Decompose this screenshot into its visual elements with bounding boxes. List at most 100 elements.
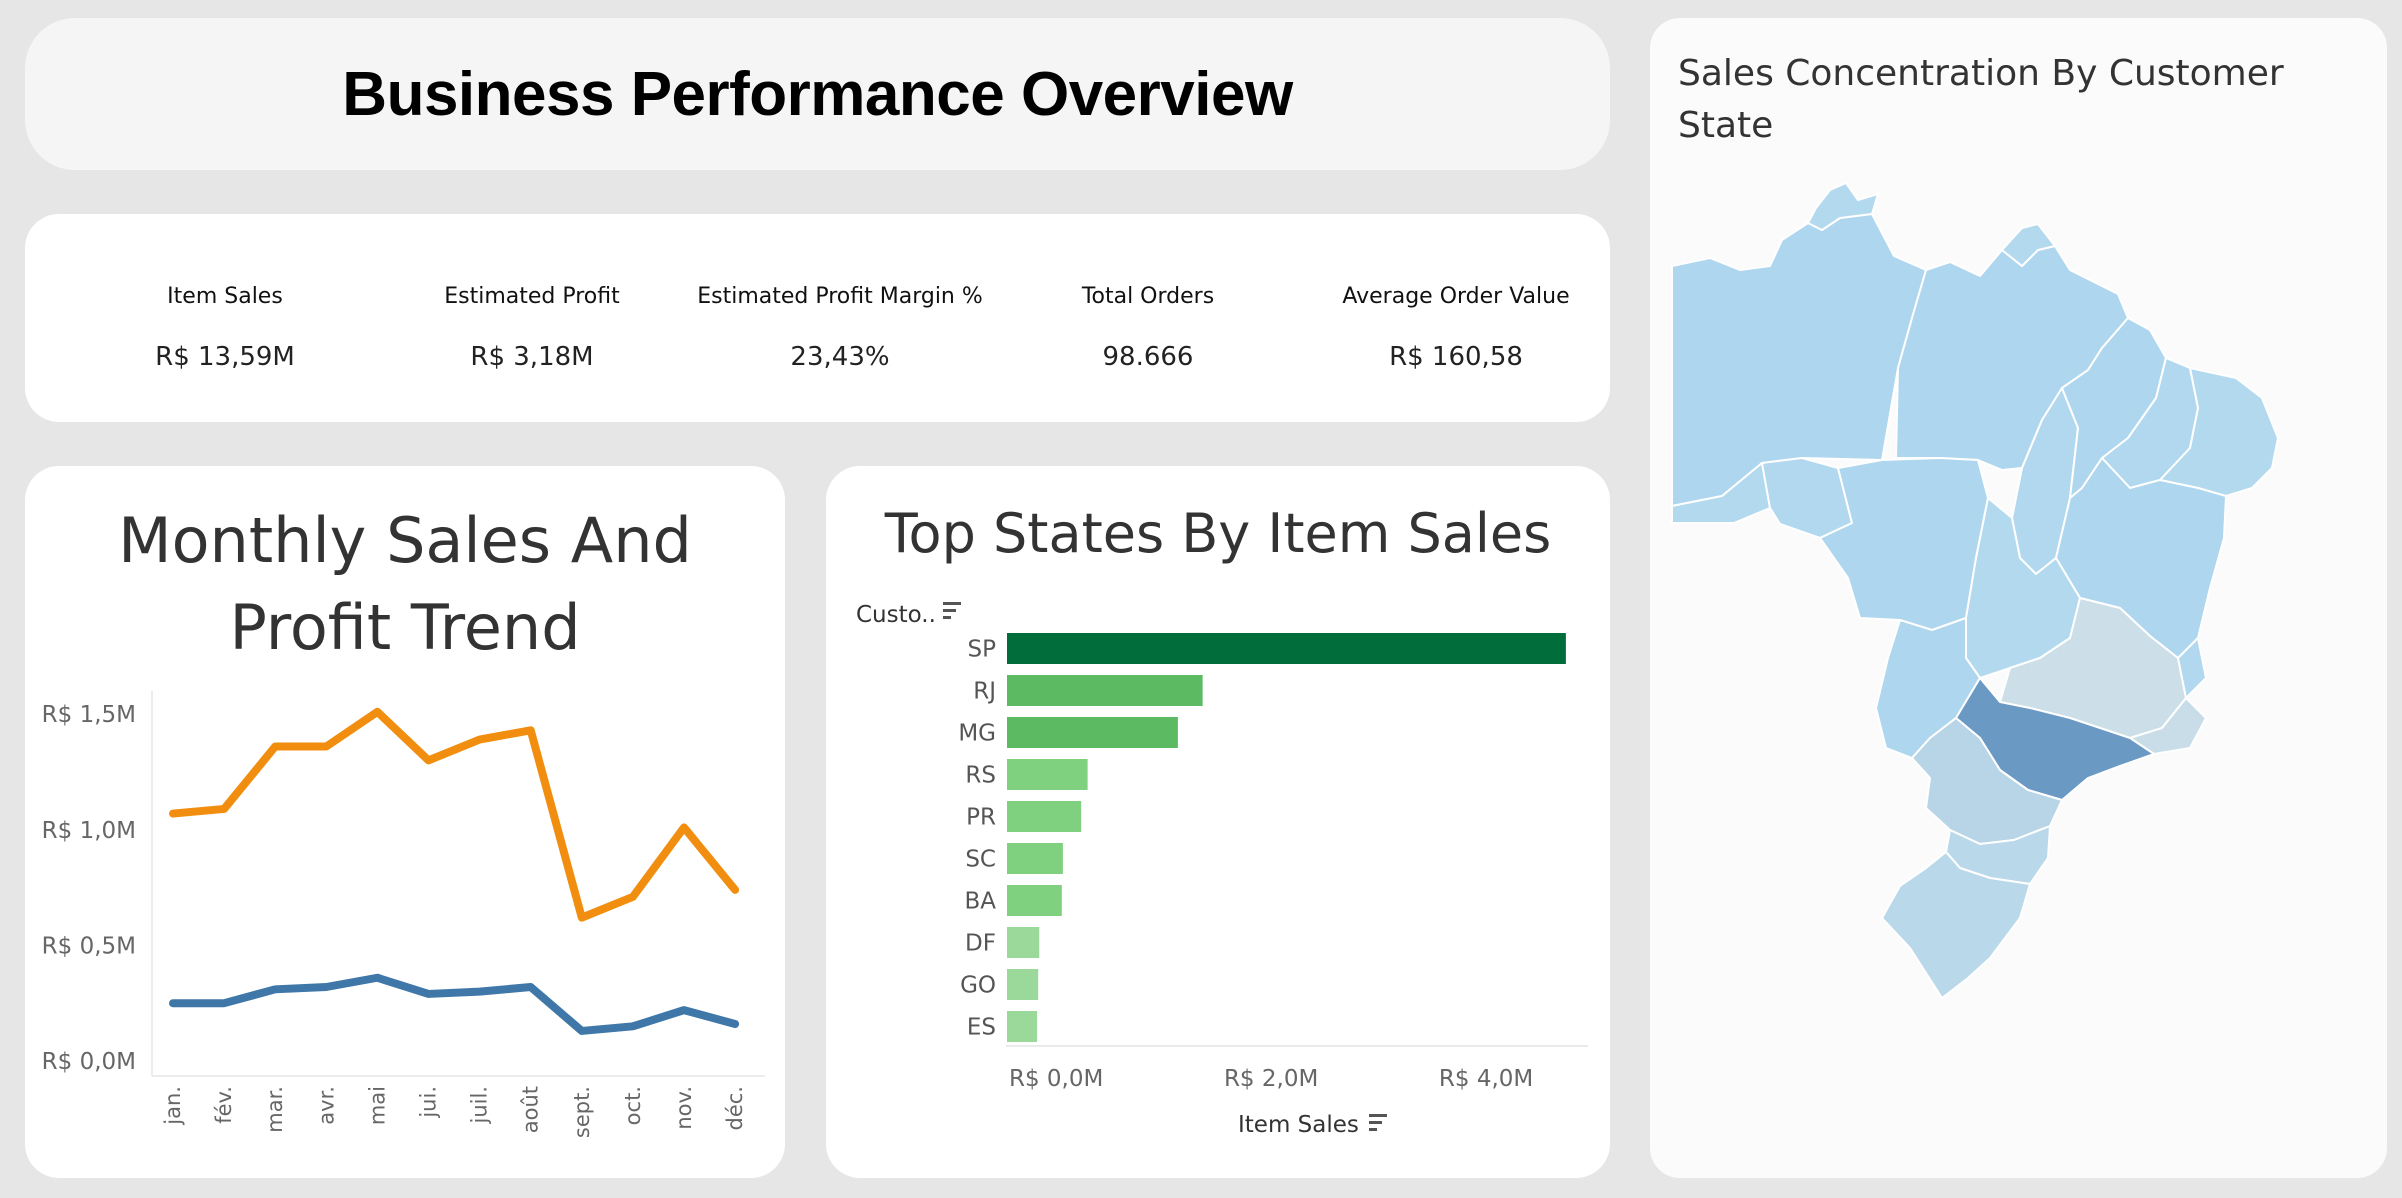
kpi-total-orders[interactable]: Total Orders 98.666	[993, 214, 1303, 422]
profit-line-point[interactable]	[682, 1008, 686, 1013]
kpi-label: Total Orders	[1081, 284, 1215, 309]
profit-line-point[interactable]	[528, 985, 533, 989]
bar-df[interactable]	[1007, 927, 1040, 958]
state-region-rr[interactable]	[1807, 182, 1879, 231]
kpi-label: Item Sales	[167, 284, 283, 309]
dashboard-title: Business Performance Overview	[342, 59, 1293, 129]
kpi-item-sales[interactable]: Item Sales R$ 13,59M	[70, 214, 380, 422]
bar-category-label[interactable]: RS	[965, 763, 996, 789]
bar-rj[interactable]	[1007, 675, 1203, 706]
monthly-trend-card: Monthly Sales And Profit Trend R$ 0,0M R$…	[25, 466, 785, 1178]
line-chart-title-line1: Monthly Sales And	[118, 504, 692, 577]
state-region-mt[interactable]	[1819, 457, 1989, 631]
profit-line-point[interactable]	[630, 1024, 635, 1029]
state-region-rs[interactable]	[1881, 851, 2031, 999]
bar-category-label[interactable]: BA	[964, 889, 996, 915]
x-tick-label: oct.	[621, 1086, 645, 1125]
bar-chart-plot[interactable]: Custo.. SP RJ MG RS PR SC BA DF GO ES R$ 0,0M R$ 2…	[826, 466, 1610, 1178]
profit-line-point[interactable]	[375, 975, 380, 980]
kpi-value: R$ 160,58	[1389, 342, 1523, 372]
top-states-card: Top States By Item Sales Custo.. SP RJ MG R…	[826, 466, 1610, 1178]
profit-line-point[interactable]	[324, 985, 329, 989]
bar-category-label[interactable]: SC	[965, 847, 996, 873]
sort-icon[interactable]	[943, 602, 961, 619]
bar-rs[interactable]	[1007, 759, 1088, 790]
map-card: Sales Concentration By Customer State	[1650, 18, 2387, 1178]
bar-pr[interactable]	[1007, 801, 1082, 832]
bar-es[interactable]	[1007, 1011, 1038, 1042]
sales-line-point[interactable]	[630, 894, 635, 899]
dashboard-title-card: Business Performance Overview	[25, 18, 1610, 170]
profit-line-point[interactable]	[222, 1001, 227, 1006]
profit-line-point[interactable]	[273, 987, 278, 992]
sales-line-point[interactable]	[682, 825, 686, 830]
sales-line-point[interactable]	[477, 737, 482, 742]
x-tick-label: mai	[365, 1086, 389, 1125]
bar-category-label[interactable]: PR	[966, 805, 996, 831]
bar-category-label[interactable]: GO	[960, 973, 996, 999]
sales-line-point[interactable]	[426, 758, 431, 763]
profit-line-point[interactable]	[579, 1028, 584, 1033]
profit-line-point[interactable]	[733, 1022, 738, 1026]
sales-line-point[interactable]	[324, 744, 329, 749]
bar-mg[interactable]	[1007, 717, 1178, 748]
x-tick-label: mar.	[263, 1086, 287, 1133]
state-region-northeast-coast[interactable]	[2159, 367, 2279, 497]
row-header-label[interactable]: Custo..	[856, 602, 936, 628]
kpi-average-order-value[interactable]: Average Order Value R$ 160,58	[1301, 214, 1611, 422]
bar-ba[interactable]	[1007, 885, 1062, 916]
kpi-profit-margin[interactable]: Estimated Profit Margin % 23,43%	[685, 214, 995, 422]
x-tick-label: nov.	[672, 1086, 696, 1130]
profit-line-point[interactable]	[477, 989, 482, 994]
kpi-value: R$ 13,59M	[155, 342, 295, 372]
bar-category-label[interactable]: MG	[958, 721, 996, 747]
state-region-go[interactable]	[1965, 497, 2081, 679]
sales-line[interactable]	[169, 707, 740, 922]
bar-category-label[interactable]: RJ	[973, 679, 996, 705]
sales-line-point[interactable]	[273, 744, 278, 749]
brazil-map[interactable]	[1650, 18, 2387, 1178]
kpi-value: R$ 3,18M	[470, 342, 594, 372]
bar-category-label[interactable]: SP	[968, 637, 997, 663]
state-region-es[interactable]	[2177, 637, 2207, 699]
sales-line-point[interactable]	[733, 887, 738, 892]
kpi-value: 98.666	[1102, 342, 1194, 372]
line-chart-plot[interactable]: R$ 0,0M R$ 0,5M R$ 1,0M R$ 1,5M jan. fév. mar…	[25, 466, 785, 1178]
kpi-value: 23,43%	[790, 342, 890, 372]
bar-axis-title: Item Sales	[1238, 1112, 1359, 1138]
profit-line[interactable]	[169, 973, 740, 1035]
y-tick-label: R$ 0,0M	[42, 1049, 136, 1075]
kpi-label: Average Order Value	[1342, 284, 1570, 309]
x-tick-label: avr.	[314, 1086, 338, 1125]
y-tick-label: R$ 1,5M	[42, 702, 136, 728]
y-tick-label: R$ 1,0M	[42, 818, 136, 844]
bar-category-label[interactable]: ES	[967, 1015, 996, 1041]
bar-sc[interactable]	[1007, 843, 1063, 874]
line-chart-title-line2: Profit Trend	[229, 590, 581, 664]
bar-sp[interactable]	[1007, 633, 1566, 664]
x-tick-label: R$ 4,0M	[1439, 1066, 1533, 1092]
x-tick-label: jan.	[161, 1086, 185, 1126]
kpi-label: Estimated Profit	[444, 284, 620, 309]
sales-line-point[interactable]	[528, 728, 533, 733]
bar-category-label[interactable]: DF	[965, 931, 996, 957]
y-tick-label: R$ 0,5M	[42, 933, 136, 959]
x-tick-label: jui.	[417, 1086, 441, 1119]
x-tick-label: juil.	[468, 1086, 492, 1125]
kpi-card: Item Sales R$ 13,59M Estimated Profit R$…	[25, 214, 1610, 422]
x-tick-label: sept.	[570, 1086, 594, 1138]
kpi-label: Estimated Profit Margin %	[697, 284, 983, 309]
sales-line-point[interactable]	[222, 806, 227, 811]
bar-go[interactable]	[1007, 969, 1039, 1000]
sort-icon[interactable]	[1369, 1114, 1387, 1131]
x-tick-label: fév.	[212, 1086, 236, 1124]
map-title: Sales Concentration By Customer State	[1678, 53, 2284, 147]
line-chart-title: Monthly Sales And Profit Trend	[25, 498, 785, 672]
profit-line-point[interactable]	[426, 991, 431, 996]
sales-line-point[interactable]	[375, 709, 380, 714]
profit-line-point[interactable]	[171, 1001, 175, 1006]
sales-line-point[interactable]	[579, 915, 584, 920]
sales-line-point[interactable]	[171, 811, 175, 816]
kpi-estimated-profit[interactable]: Estimated Profit R$ 3,18M	[377, 214, 687, 422]
state-region-ap[interactable]	[2001, 223, 2056, 267]
